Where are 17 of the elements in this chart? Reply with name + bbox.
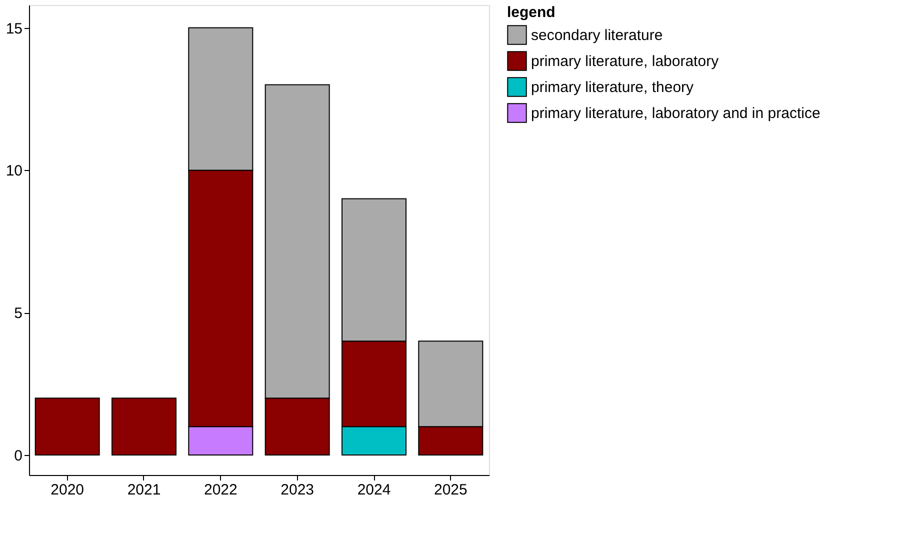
x-tick-label: 2023 bbox=[280, 482, 314, 498]
bar bbox=[34, 398, 100, 456]
bar bbox=[112, 398, 176, 456]
x-tick-label: 2025 bbox=[434, 482, 468, 498]
y-tick-label: 10 bbox=[6, 162, 22, 180]
y-tick-label: 0 bbox=[14, 448, 22, 465]
y-tick-label: 5 bbox=[14, 305, 22, 322]
y-tick-label: 15 bbox=[6, 20, 22, 38]
x-tick-label: 2024 bbox=[357, 482, 391, 498]
x-tick-label: 2020 bbox=[50, 482, 84, 498]
legend-label: secondary literature bbox=[531, 27, 663, 44]
legend-label: primary literature, laboratory and in practice bbox=[531, 105, 820, 122]
legend-label: primary literature, theory bbox=[531, 79, 694, 96]
legend-label: primary literature, laboratory bbox=[531, 53, 720, 70]
legend-title: legend bbox=[507, 4, 556, 21]
x-tick-label: 2021 bbox=[127, 482, 161, 498]
x-tick-label: 2022 bbox=[204, 482, 238, 498]
